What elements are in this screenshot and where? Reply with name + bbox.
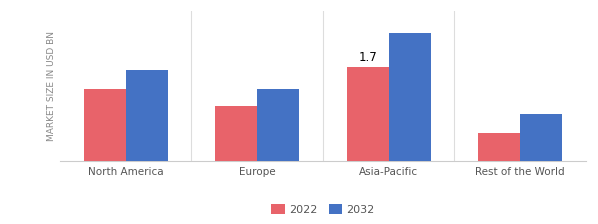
Text: 1.7: 1.7 <box>358 51 377 64</box>
Bar <box>520 114 562 161</box>
Bar <box>257 89 299 161</box>
Legend: 2022, 2032: 2022, 2032 <box>267 200 379 219</box>
Bar <box>478 134 520 161</box>
Bar <box>215 106 257 161</box>
Bar <box>389 33 431 161</box>
Y-axis label: MARKET SIZE IN USD BN: MARKET SIZE IN USD BN <box>47 31 56 141</box>
Bar <box>347 67 389 161</box>
Bar <box>84 89 126 161</box>
Bar <box>126 70 168 161</box>
